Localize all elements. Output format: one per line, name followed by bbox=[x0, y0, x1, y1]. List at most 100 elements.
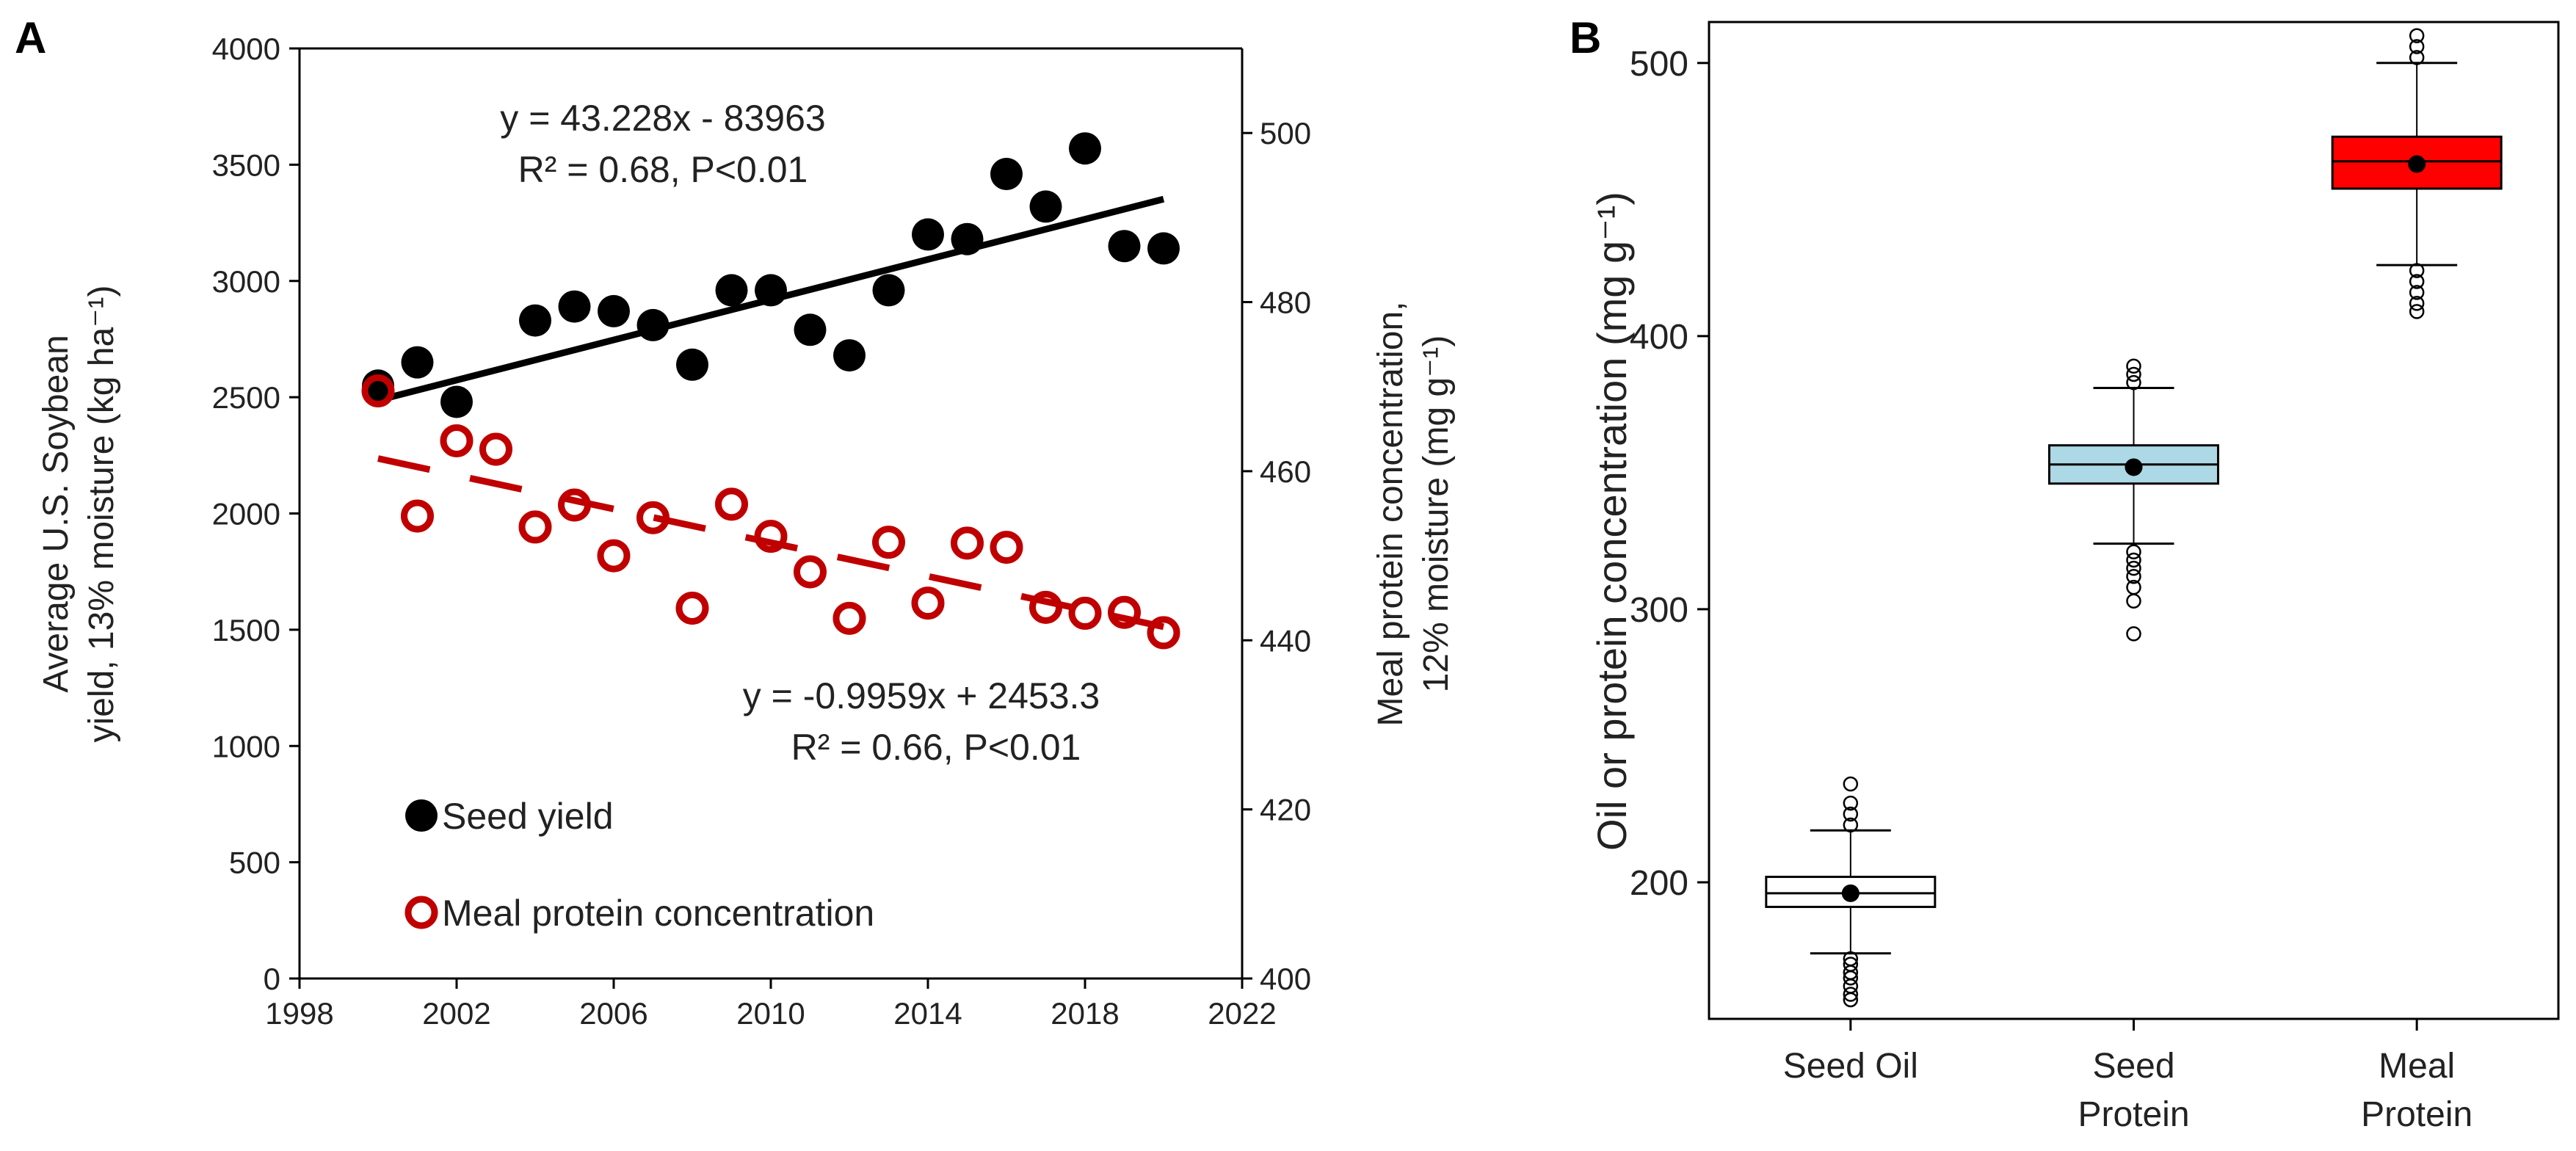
yield-r2: R² = 0.68, P<0.01 bbox=[518, 149, 808, 190]
meal-protein-point bbox=[401, 499, 434, 533]
meal-protein-trendline bbox=[377, 455, 1164, 631]
seed-protein-outlier bbox=[2126, 579, 2141, 595]
seed-yield-point bbox=[401, 346, 434, 379]
chart-b-category-label: Protein bbox=[2078, 1095, 2189, 1134]
chart-a-xtick-label: 2014 bbox=[893, 996, 962, 1031]
meal-protein-point bbox=[715, 487, 748, 521]
chart-b-ylabel: Oil or protein concentration (mg g⁻¹) bbox=[1589, 192, 1635, 851]
chart-a-xtick-label: 2018 bbox=[1051, 996, 1119, 1031]
seed-oil-outlier bbox=[1843, 817, 1859, 833]
meal-protein-outlier bbox=[2409, 274, 2425, 289]
chart-a-ytick-left-label: 3500 bbox=[212, 148, 280, 182]
chart-a-xtick-label: 2006 bbox=[579, 996, 647, 1031]
yield-equation: y = 43.228x - 83963 bbox=[500, 98, 825, 139]
seed-yield-point bbox=[1069, 132, 1101, 165]
protein-r2: R² = 0.66, P<0.01 bbox=[791, 727, 1081, 768]
chart-a-xtick-label: 1998 bbox=[265, 996, 333, 1031]
protein-equation: y = -0.9959x + 2453.3 bbox=[743, 675, 1100, 716]
meal-protein-point bbox=[597, 539, 631, 573]
chart-a-xtick-label: 2010 bbox=[736, 996, 805, 1031]
seed-protein-outlier bbox=[2126, 593, 2141, 609]
chart-a-ytick-left-label: 3000 bbox=[212, 264, 280, 299]
chart-b-category-label: Meal bbox=[2379, 1047, 2455, 1086]
seed-yield-point bbox=[676, 348, 708, 381]
seed-oil-outlier bbox=[1843, 987, 1859, 1002]
legend-marker-seed-yield bbox=[405, 799, 438, 832]
chart-a-xtick-label: 2022 bbox=[1208, 996, 1276, 1031]
seed-oil-outlier bbox=[1843, 806, 1859, 822]
seed-yield-point bbox=[440, 385, 473, 418]
meal-protein-outlier bbox=[2409, 39, 2425, 54]
meal-protein-outlier bbox=[2409, 50, 2425, 65]
meal-protein-outlier bbox=[2409, 263, 2425, 278]
meal-protein-point bbox=[1068, 596, 1102, 630]
meal-protein-point bbox=[911, 587, 945, 620]
chart-a-ytick-right-label: 440 bbox=[1260, 623, 1311, 658]
chart-a-ytick-right-label: 420 bbox=[1260, 793, 1311, 827]
seed-protein-outlier bbox=[2126, 560, 2141, 576]
meal-protein-point bbox=[1029, 590, 1062, 624]
seed-protein-outlier bbox=[2126, 552, 2141, 568]
meal-protein-point bbox=[479, 432, 512, 466]
panel-label-b: B bbox=[1570, 13, 1601, 62]
seed-yield-point bbox=[636, 308, 670, 341]
meal-protein-outlier bbox=[2409, 304, 2425, 319]
seed-oil-outlier bbox=[1843, 795, 1859, 811]
meal-protein-mean bbox=[2408, 155, 2426, 173]
chart-a-ytick-left-label: 1500 bbox=[212, 613, 280, 647]
seed-yield-point bbox=[558, 290, 591, 323]
meal-protein-point bbox=[636, 501, 670, 534]
meal-protein-outlier bbox=[2409, 285, 2425, 300]
seed-protein-outlier bbox=[2126, 358, 2141, 374]
chart-b-category-label: Seed Oil bbox=[1783, 1047, 1918, 1086]
seed-oil-mean bbox=[1841, 884, 1860, 902]
seed-yield-point bbox=[912, 218, 944, 251]
seed-yield-point bbox=[872, 274, 905, 307]
meal-protein-point bbox=[361, 374, 395, 407]
meal-protein-point bbox=[558, 488, 591, 522]
chart-a-ylabel-right-line1: Meal protein concentration, bbox=[1371, 302, 1410, 727]
chart-a-ytick-left-label: 500 bbox=[229, 846, 280, 880]
chart-a-ytick-left-label: 1000 bbox=[212, 729, 280, 763]
meal-protein-point bbox=[872, 526, 905, 559]
seed-yield-point bbox=[715, 274, 748, 307]
chart-a-ytick-left-label: 4000 bbox=[212, 32, 280, 66]
seed-protein-outlier bbox=[2126, 626, 2141, 642]
seed-protein-mean bbox=[2125, 458, 2143, 476]
meal-protein-point bbox=[675, 592, 709, 625]
meal-protein-outlier bbox=[2409, 295, 2425, 311]
meal-protein-point bbox=[990, 531, 1023, 564]
seed-protein-outlier bbox=[2126, 366, 2141, 382]
seed-yield-point bbox=[1147, 232, 1180, 265]
legend-label-seed-yield: Seed yield bbox=[442, 796, 614, 837]
seed-oil-outlier bbox=[1843, 951, 1859, 967]
meal-protein-point bbox=[518, 510, 552, 544]
meal-protein-point bbox=[951, 526, 984, 560]
chart-b-ytick-label: 300 bbox=[1630, 591, 1688, 630]
chart-a-ylabel-left-line1: Average U.S. Soybean bbox=[37, 335, 76, 692]
chart-b: 200 300 400 500 Oil or protein concentratio… bbox=[1589, 21, 2560, 1134]
chart-a-legend: Seed yield Meal protein concentration bbox=[404, 796, 874, 934]
chart-b-category-label: Protein bbox=[2361, 1095, 2472, 1134]
seed-protein-outlier bbox=[2126, 569, 2141, 584]
meal-protein-point bbox=[832, 601, 866, 635]
chart-a-ytick-left-label: 2000 bbox=[212, 497, 280, 531]
chart-a-ytick-right-label: 480 bbox=[1260, 286, 1311, 320]
chart-b-category-label: Seed bbox=[2092, 1047, 2174, 1086]
seed-yield-point bbox=[951, 222, 984, 255]
chart-a: 1998 2002 2006 2010 2014 2018 2022 0 500 1000 150… bbox=[37, 32, 1456, 1031]
meal-protein-point bbox=[440, 424, 474, 457]
seed-yield-point bbox=[598, 294, 630, 327]
chart-b-ytick-label: 200 bbox=[1630, 864, 1688, 903]
seed-protein-outlier bbox=[2126, 544, 2141, 560]
chart-a-ylabel-left-line2: yield, 13% moisture (kg ha⁻¹) bbox=[82, 286, 121, 743]
meal-protein-point bbox=[754, 520, 788, 553]
meal-protein-outlier bbox=[2409, 28, 2425, 43]
meal-protein-point bbox=[1108, 595, 1141, 629]
meal-protein-point bbox=[1147, 616, 1180, 650]
chart-b-ytick-label: 400 bbox=[1630, 318, 1688, 357]
chart-a-ytick-left-label: 0 bbox=[264, 962, 280, 996]
meal-protein-point bbox=[794, 555, 827, 589]
seed-yield-point bbox=[519, 304, 551, 337]
